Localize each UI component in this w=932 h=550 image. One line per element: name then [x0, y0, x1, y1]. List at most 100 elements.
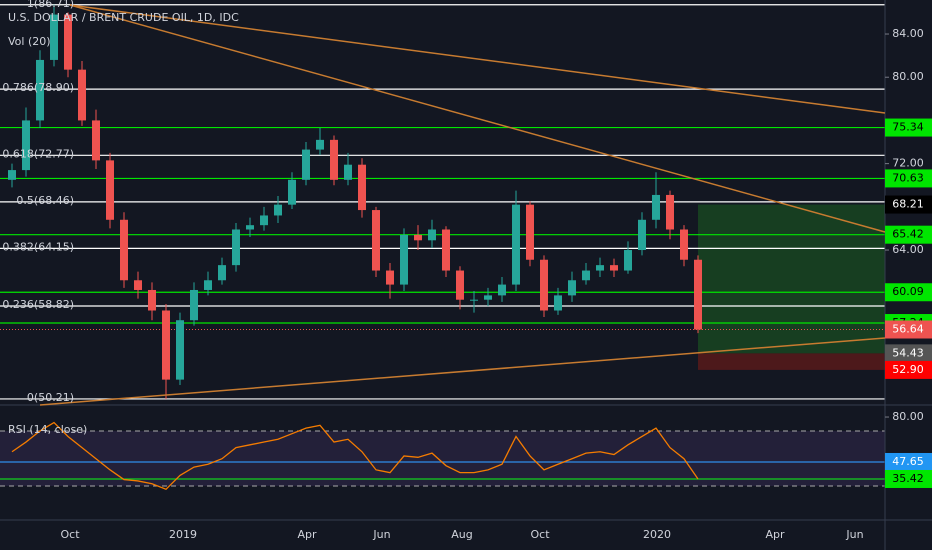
price-label: 68.21: [892, 198, 924, 211]
candle-body: [596, 265, 604, 271]
rsi-level-label: 35.42: [892, 472, 924, 485]
y-tick-label: 64.00: [892, 243, 924, 256]
price-label-box: [885, 360, 932, 379]
candle-body: [638, 219, 646, 251]
price-label: 56.64: [892, 323, 924, 336]
price-label: 75.34: [892, 121, 924, 134]
candle-body: [386, 270, 394, 285]
candle-body: [554, 295, 562, 311]
rsi-title: RSI (14, close): [8, 423, 87, 436]
trend-line: [39, 337, 886, 406]
candle-body: [260, 215, 268, 226]
candle-body: [36, 59, 44, 121]
x-tick-label: Jun: [845, 528, 863, 541]
candle-body: [246, 225, 254, 230]
candle-body: [92, 120, 100, 161]
candle-body: [134, 280, 142, 290]
candle-body: [414, 234, 422, 241]
price-label-box: [885, 344, 932, 363]
candle-body: [680, 229, 688, 260]
candle-body: [610, 265, 618, 271]
candle-body: [316, 139, 324, 150]
price-label-box: [885, 320, 932, 339]
candle-body: [582, 270, 590, 281]
trend-line: [69, 4, 886, 233]
price-label-box: [885, 169, 932, 188]
price-label: 54.43: [892, 346, 924, 359]
candle-body: [274, 204, 282, 216]
candle-body: [148, 289, 156, 311]
candle-body: [22, 120, 30, 171]
rsi-level-box: [885, 452, 932, 471]
candle-body: [666, 194, 674, 230]
candle-body: [302, 149, 310, 180]
candle-body: [176, 320, 184, 380]
candle-body: [568, 280, 576, 296]
candle-body: [498, 284, 506, 296]
candle-body: [694, 259, 702, 330]
candle-body: [442, 229, 450, 271]
price-label: 60.09: [892, 285, 924, 298]
candle-body: [526, 204, 534, 260]
fib-label: 1(86.71): [27, 0, 74, 10]
rsi-line: [11, 421, 699, 491]
x-tick-label: Aug: [451, 528, 472, 541]
price-label-box: [885, 118, 932, 137]
x-tick-label: 2019: [169, 528, 197, 541]
y-tick-label: 72.00: [892, 157, 924, 170]
rsi-band: [0, 431, 885, 486]
x-tick-label: Apr: [297, 528, 317, 541]
candle-body: [484, 295, 492, 300]
x-tick-label: Oct: [530, 528, 550, 541]
loss-zone: [698, 353, 885, 370]
candle-body: [78, 69, 86, 121]
price-label-box: [885, 225, 932, 244]
candle-body: [652, 194, 660, 220]
price-label: 65.42: [892, 228, 924, 241]
candle-body: [106, 160, 114, 220]
fib-label: 0.382(64.15): [2, 240, 74, 253]
candle-body: [218, 265, 226, 281]
candle-body: [162, 310, 170, 380]
candle-body: [470, 299, 478, 301]
candle-body: [50, 14, 58, 60]
volume-label: Vol (20): [8, 35, 51, 48]
y-tick-label: 84.00: [892, 27, 924, 40]
candle-body: [512, 204, 520, 285]
fib-label: 0.5(68.46): [16, 194, 74, 207]
fib-label: 0(50.21): [27, 391, 74, 404]
candle-body: [64, 14, 72, 70]
price-label: 70.63: [892, 171, 924, 184]
candle-body: [344, 164, 352, 180]
candle-body: [540, 259, 548, 311]
rsi-level-label: 47.65: [892, 455, 924, 468]
candle-body: [358, 164, 366, 211]
candle-body: [204, 280, 212, 290]
x-tick-label: 2020: [643, 528, 671, 541]
candle-body: [190, 289, 198, 321]
price-label-box: [885, 195, 932, 214]
candle-body: [8, 170, 16, 180]
candle-body: [330, 139, 338, 180]
candle-body: [120, 219, 128, 281]
candle-body: [372, 210, 380, 271]
candle-body: [400, 234, 408, 285]
rsi-level-box: [885, 469, 932, 488]
x-tick-label: Oct: [60, 528, 80, 541]
fib-label: 0.618(72.77): [2, 147, 74, 160]
price-label: 52.90: [892, 363, 924, 376]
candle-body: [288, 179, 296, 205]
fib-label: 0.236(58.82): [2, 298, 74, 311]
candle-body: [624, 250, 632, 271]
y-tick-label: 80.00: [892, 70, 924, 83]
profit-zone: [698, 204, 885, 354]
rsi-tick-label: 80.00: [892, 410, 924, 423]
trend-line: [69, 4, 886, 114]
x-tick-label: Jun: [372, 528, 390, 541]
fib-label: 0.786(78.90): [2, 81, 74, 94]
candle-body: [428, 229, 436, 241]
price-label-box: [885, 283, 932, 302]
x-tick-label: Apr: [765, 528, 785, 541]
symbol-title: U.S. DOLLAR / BRENT CRUDE OIL, 1D, IDC: [8, 11, 239, 24]
